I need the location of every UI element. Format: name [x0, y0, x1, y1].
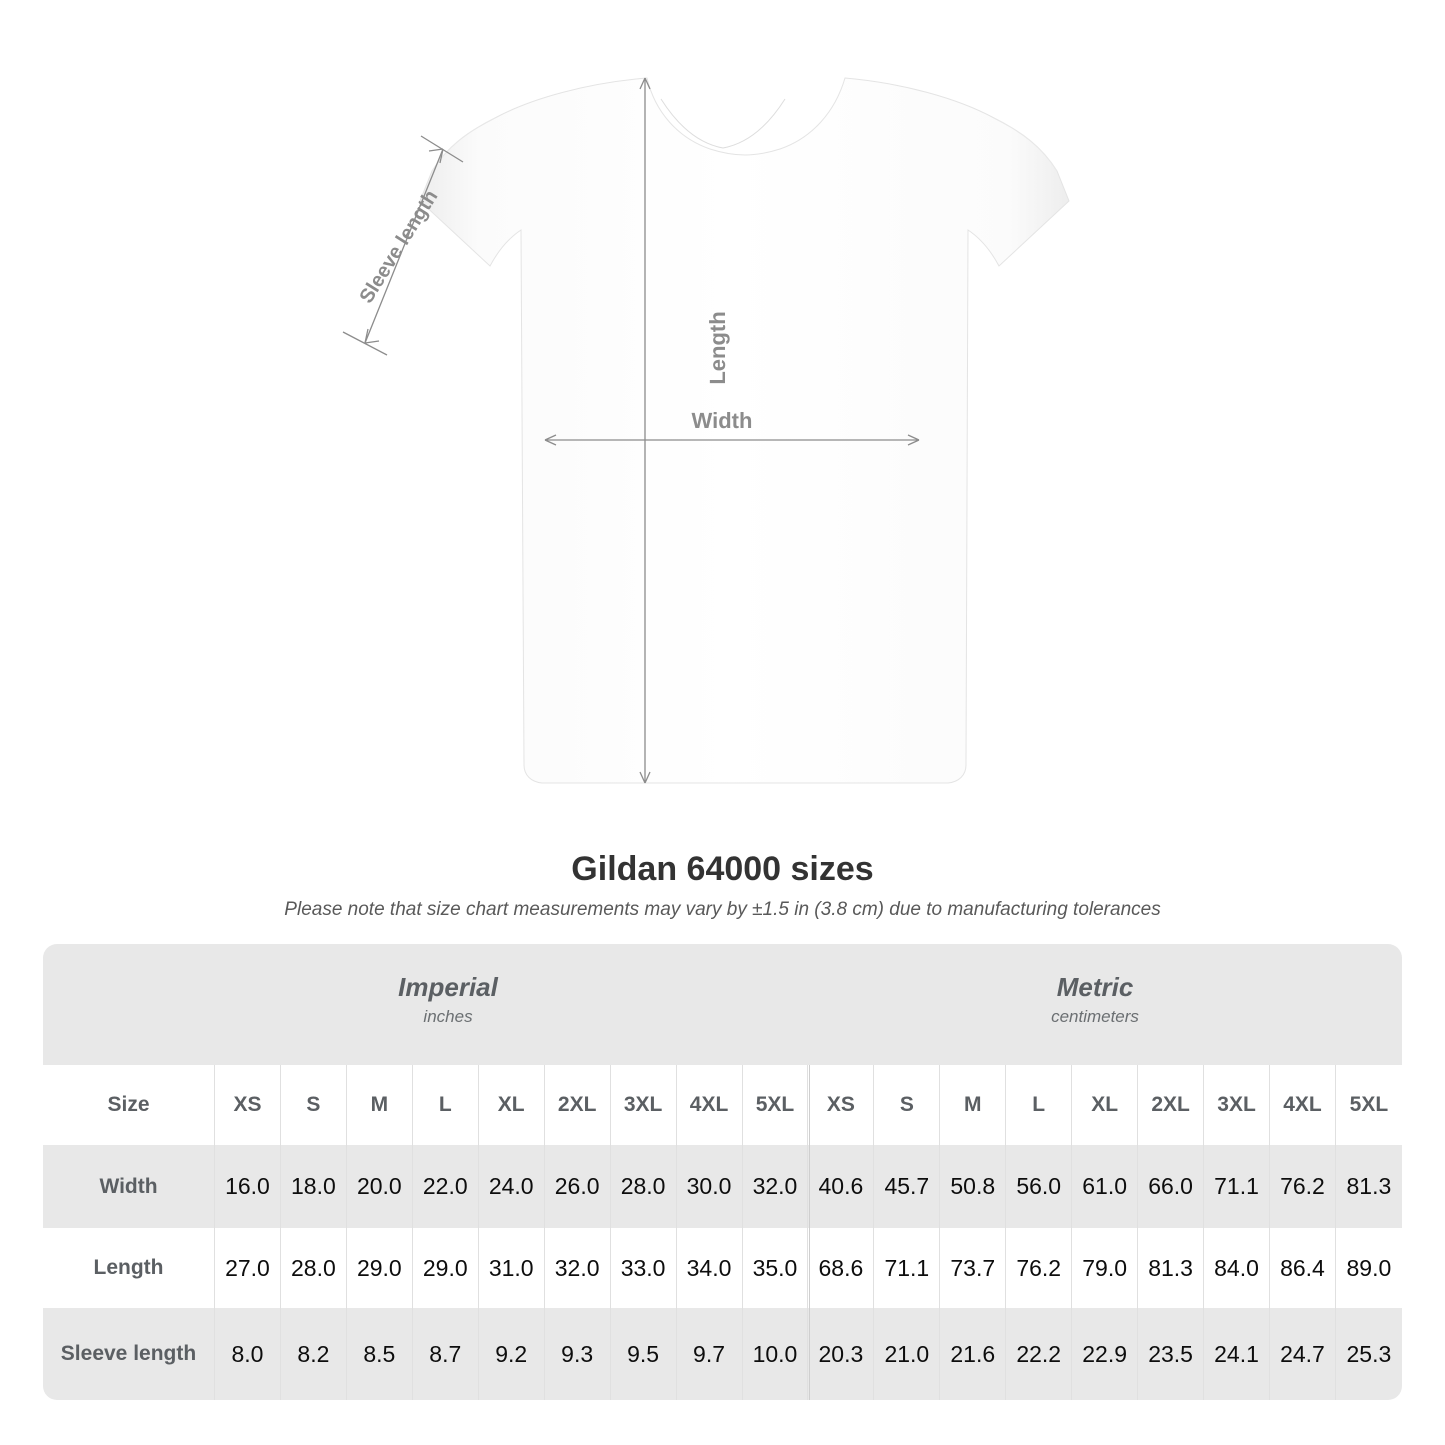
svg-text:Sleeve length: Sleeve length — [355, 186, 442, 307]
svg-text:Length: Length — [705, 311, 730, 384]
svg-text:Width: Width — [692, 408, 753, 433]
